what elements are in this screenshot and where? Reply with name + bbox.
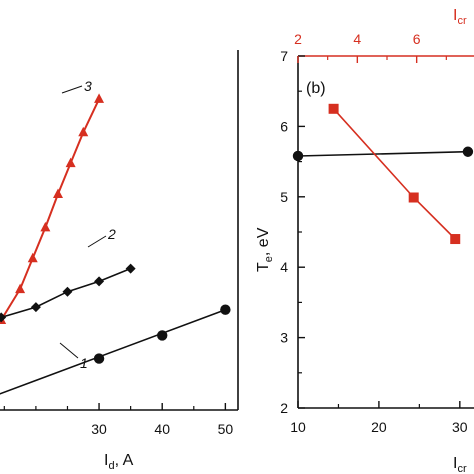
panel-b-ticks: 2 3 4 5 6 7 10 20 30 2 4 6 (280, 31, 468, 435)
series-3-point (40, 221, 51, 232)
series-3-point (15, 283, 26, 294)
panel-b-top-tick-label: 6 (413, 31, 421, 47)
panel-b-series-0-point (292, 150, 304, 162)
panel-b-x-tick-label: 20 (371, 419, 387, 435)
chart-panel-b: 2 3 4 5 6 7 10 20 30 2 4 6 (b) Te, eV Icr Icr (255, 7, 474, 474)
panel-a-x-ticks: 30 40 50 (3, 403, 234, 437)
series-2-point (125, 263, 136, 274)
series-2-point (94, 276, 105, 287)
panel-b-x-axis-title: Icr (453, 455, 467, 474)
series-2 (0, 263, 136, 323)
panel-b-y-axis-title: Te, eV (255, 227, 275, 272)
panel-a-series (0, 93, 231, 395)
panel-b-top-axis-title: Icr (453, 7, 467, 27)
panel-b-y-tick-label: 3 (280, 330, 288, 346)
curve-label-2: 2 (107, 226, 116, 242)
panel-b-top-tick-label: 2 (294, 31, 302, 47)
panel-a-x-axis-title: Id, A (104, 452, 134, 472)
series-3-point (53, 188, 63, 198)
series-3-point (27, 252, 38, 263)
series-1-point (220, 304, 231, 315)
series-1 (0, 304, 231, 395)
panel-a-x-tick-label: 40 (154, 421, 170, 437)
series-2-point (62, 286, 73, 297)
series-1-point (157, 330, 168, 341)
panel-b-series-0-point (462, 146, 474, 157)
panel-a-axes (0, 50, 239, 411)
series-3 (0, 93, 105, 324)
curve-label-3: 3 (84, 78, 92, 94)
panel-b-series-0-line (297, 150, 468, 157)
panel-b-y-tick-label: 7 (280, 48, 288, 64)
panel-b-series-1 (328, 103, 461, 245)
series-2-point (0, 312, 7, 323)
curve-1-leader-line (59, 342, 79, 359)
series-3-point (94, 93, 105, 103)
curve-3-leader-line (61, 85, 83, 94)
panel-a-curve-labels: 3 2 1 (59, 78, 116, 371)
panel-b-top-tick-label: 4 (353, 31, 361, 47)
panel-b-x-tick-label: 10 (290, 419, 306, 435)
series-3-line (0, 98, 101, 321)
panel-b-series-1-point (328, 103, 339, 114)
panel-b-y-tick-label: 6 (280, 118, 288, 134)
panel-b-y-tick-label: 2 (280, 400, 288, 416)
panel-b-label: (b) (306, 80, 326, 97)
curve-label-1: 1 (80, 355, 88, 371)
panel-b-series (292, 103, 474, 245)
series-3-point (65, 157, 76, 168)
chart-panel-a: 30 40 50 3 2 1 Id, A (0, 50, 239, 472)
panel-b-series-1-point (408, 192, 419, 203)
series-2-point (30, 302, 41, 313)
panel-b-y-tick-label: 4 (280, 259, 288, 275)
series-1-point (93, 353, 105, 364)
panel-b-series-1-point (450, 234, 461, 245)
panel-a-x-tick-label: 30 (91, 421, 107, 437)
series-3-point (78, 126, 89, 137)
panel-b-series-0 (292, 146, 474, 162)
panel-a-x-tick-label: 50 (218, 421, 234, 437)
series-1-fit-line (0, 308, 226, 395)
curve-2-leader-line (87, 235, 107, 248)
panel-b-y-tick-label: 5 (280, 189, 288, 205)
panel-b-x-tick-label: 30 (452, 419, 468, 435)
